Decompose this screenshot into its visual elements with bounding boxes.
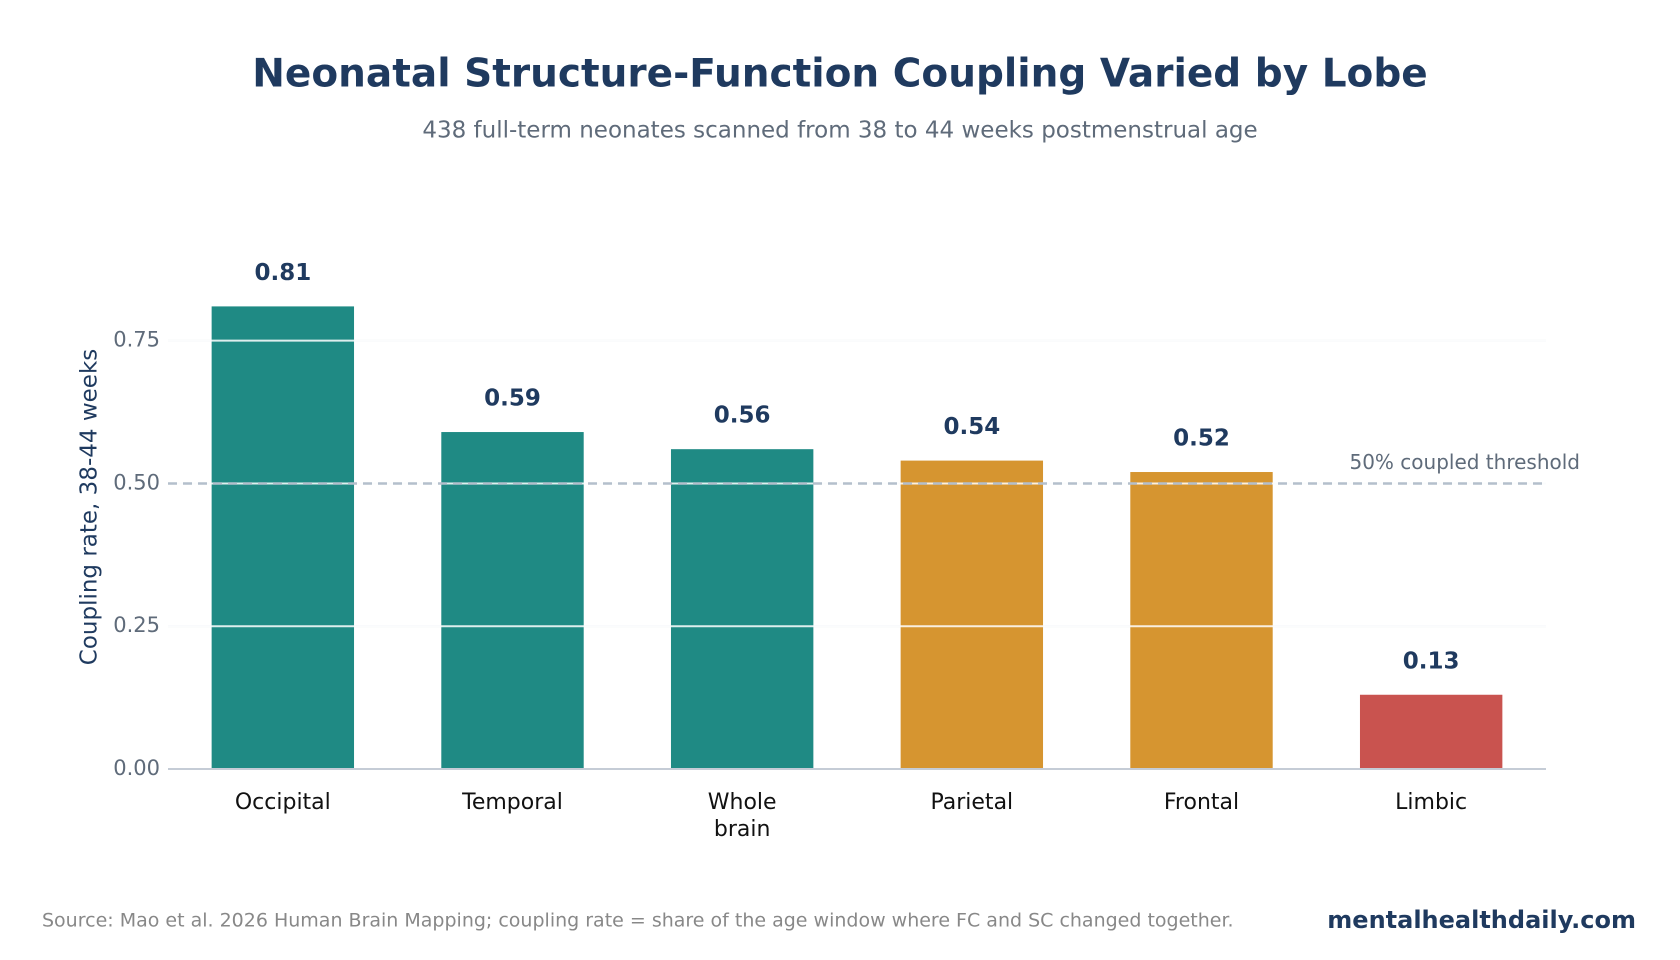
bar bbox=[1130, 472, 1273, 769]
bar bbox=[1359, 694, 1503, 769]
x-tick-label: Parietal bbox=[930, 790, 1013, 815]
y-tick-label: 0.00 bbox=[113, 756, 160, 780]
y-tick-label: 0.50 bbox=[113, 470, 160, 494]
chart-title: Neonatal Structure-Function Coupling Var… bbox=[252, 52, 1427, 97]
bar bbox=[211, 306, 355, 769]
x-tick-label: Occipital bbox=[235, 790, 331, 815]
value-label: 0.81 bbox=[254, 260, 311, 286]
bar bbox=[441, 432, 584, 769]
threshold-label: 50% coupled threshold bbox=[1349, 450, 1580, 474]
y-tick-label: 0.75 bbox=[113, 328, 160, 352]
x-tick-label: Frontal bbox=[1164, 790, 1239, 815]
x-tick-label: Temporal bbox=[461, 790, 563, 815]
value-label: 0.54 bbox=[943, 414, 1000, 440]
bar bbox=[670, 449, 814, 769]
value-label: 0.13 bbox=[1403, 648, 1460, 674]
x-tick-label: Limbic bbox=[1395, 790, 1467, 815]
bar bbox=[900, 460, 1044, 769]
chart-subtitle: 438 full-term neonates scanned from 38 t… bbox=[422, 118, 1257, 144]
value-label: 0.56 bbox=[714, 403, 771, 429]
y-axis-label: Coupling rate, 38-44 weeks bbox=[77, 349, 103, 665]
y-tick-label: 0.25 bbox=[113, 613, 160, 637]
source-note: Source: Mao et al. 2026 Human Brain Mapp… bbox=[42, 910, 1234, 932]
brand: mentalhealthdaily.com bbox=[1327, 906, 1636, 934]
x-tick-label: Whole brain bbox=[708, 790, 777, 842]
value-label: 0.59 bbox=[484, 386, 541, 412]
value-label: 0.52 bbox=[1173, 426, 1230, 452]
